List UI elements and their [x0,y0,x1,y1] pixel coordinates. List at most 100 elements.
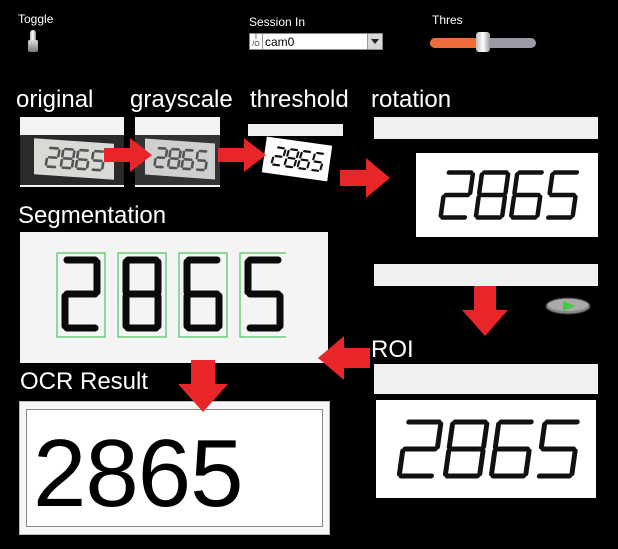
ocr-result-box: 2865 [19,401,330,535]
digit-segment [311,168,320,172]
threshold-display [261,136,333,182]
digits-glyph [44,146,105,172]
toggle-switch[interactable] [28,30,38,52]
thres-slider[interactable] [430,32,536,52]
session-value: cam0 [265,35,295,49]
segment-box [56,252,106,338]
io-prefix-icon: I/O [250,34,263,49]
thres-label: Thres [432,13,463,27]
segmentation-image [20,232,328,363]
digit-segment [287,156,296,160]
roi-label: ROI [371,336,414,363]
run-led-indicator[interactable] [545,297,591,315]
dropdown-arrow-icon[interactable] [367,34,382,49]
toggle-lever[interactable] [30,30,36,44]
digit-segment [180,159,184,168]
digit-segment [181,150,186,159]
digit-segment [569,448,578,477]
digit-segment [204,161,208,170]
digit-segment [476,172,485,196]
digit-segment [503,172,511,196]
digit-segment [481,421,490,450]
ocr-result-label: OCR Result [20,368,149,395]
digit-segment [438,194,446,218]
digit-segment [59,158,64,167]
digits-glyph [153,146,208,172]
digit-segment [303,150,312,154]
digit-segment [434,421,444,450]
digit-segment [74,159,79,168]
digit-segment [49,146,59,150]
rotation-strip [374,264,598,286]
digit-segment [300,158,309,162]
segmentation-digits [56,252,286,338]
digit-segment [178,150,182,159]
digit-segment [283,158,288,166]
arrow-right-icon [104,138,152,172]
digit-segment [467,172,476,196]
digit-segment [512,172,520,196]
grayscale-image [135,117,220,187]
digit-segment [91,168,102,172]
digit-segment [270,156,275,164]
rotation-display [416,153,598,237]
digit-segment [44,157,49,166]
digit-segment [57,149,61,158]
digit-segment [509,194,517,218]
digit-segment [313,160,322,164]
digit-segment [282,149,287,157]
digit-segment [286,149,290,157]
digit-segment [177,159,181,168]
digit-segment [76,167,87,171]
digit-segment [79,148,89,152]
digits-glyph [438,170,580,220]
digit-segment [92,159,103,163]
rotation-image [374,117,598,239]
digit-segment [164,149,169,158]
digit-segment [489,448,498,477]
digit-segment [61,149,65,158]
digit-segment [473,194,481,218]
digit-segment [101,161,105,170]
original-display [34,138,114,180]
arrow-right-icon [340,158,390,198]
digit-segment [47,155,58,160]
digit-segment [61,166,72,170]
digit-segment [77,158,88,162]
rotation-label: rotation [371,86,452,113]
digit-segment [153,157,157,166]
digit-segment [312,153,316,161]
arrow-left-icon [318,336,370,380]
session-in-select[interactable]: I/O cam0 [249,33,383,50]
digit-segment [72,150,76,159]
segmentation-label: Segmentation [18,202,167,229]
digit-segment [477,448,486,477]
digit-segment [535,194,543,218]
digit-segment [492,421,502,450]
original-image [20,117,124,187]
digit-segment [296,160,301,168]
arrow-down-icon [178,360,228,412]
segment-box [117,252,167,338]
session-in-label: Session In [249,15,306,29]
digit-segment [195,151,199,160]
slider-fill [430,38,483,48]
digit-segment [276,146,285,150]
digit-segment [91,151,95,160]
digit-segment [293,159,297,167]
digit-segment [306,161,311,169]
digit-segment [319,163,324,171]
arrow-down-icon [462,286,508,336]
digit-segment [166,158,171,167]
original-label: original [16,86,94,113]
digit-segment [396,448,406,477]
digit-segment [190,160,195,169]
roi-display [376,400,596,498]
digit-segment [570,194,578,218]
digit-segment [70,159,75,168]
ocr-result-value: 2865 [33,420,244,527]
digit-segment [295,151,300,159]
ocr-result-field: 2865 [26,409,323,527]
digit-segment [290,148,299,152]
slider-handle[interactable] [476,32,490,52]
